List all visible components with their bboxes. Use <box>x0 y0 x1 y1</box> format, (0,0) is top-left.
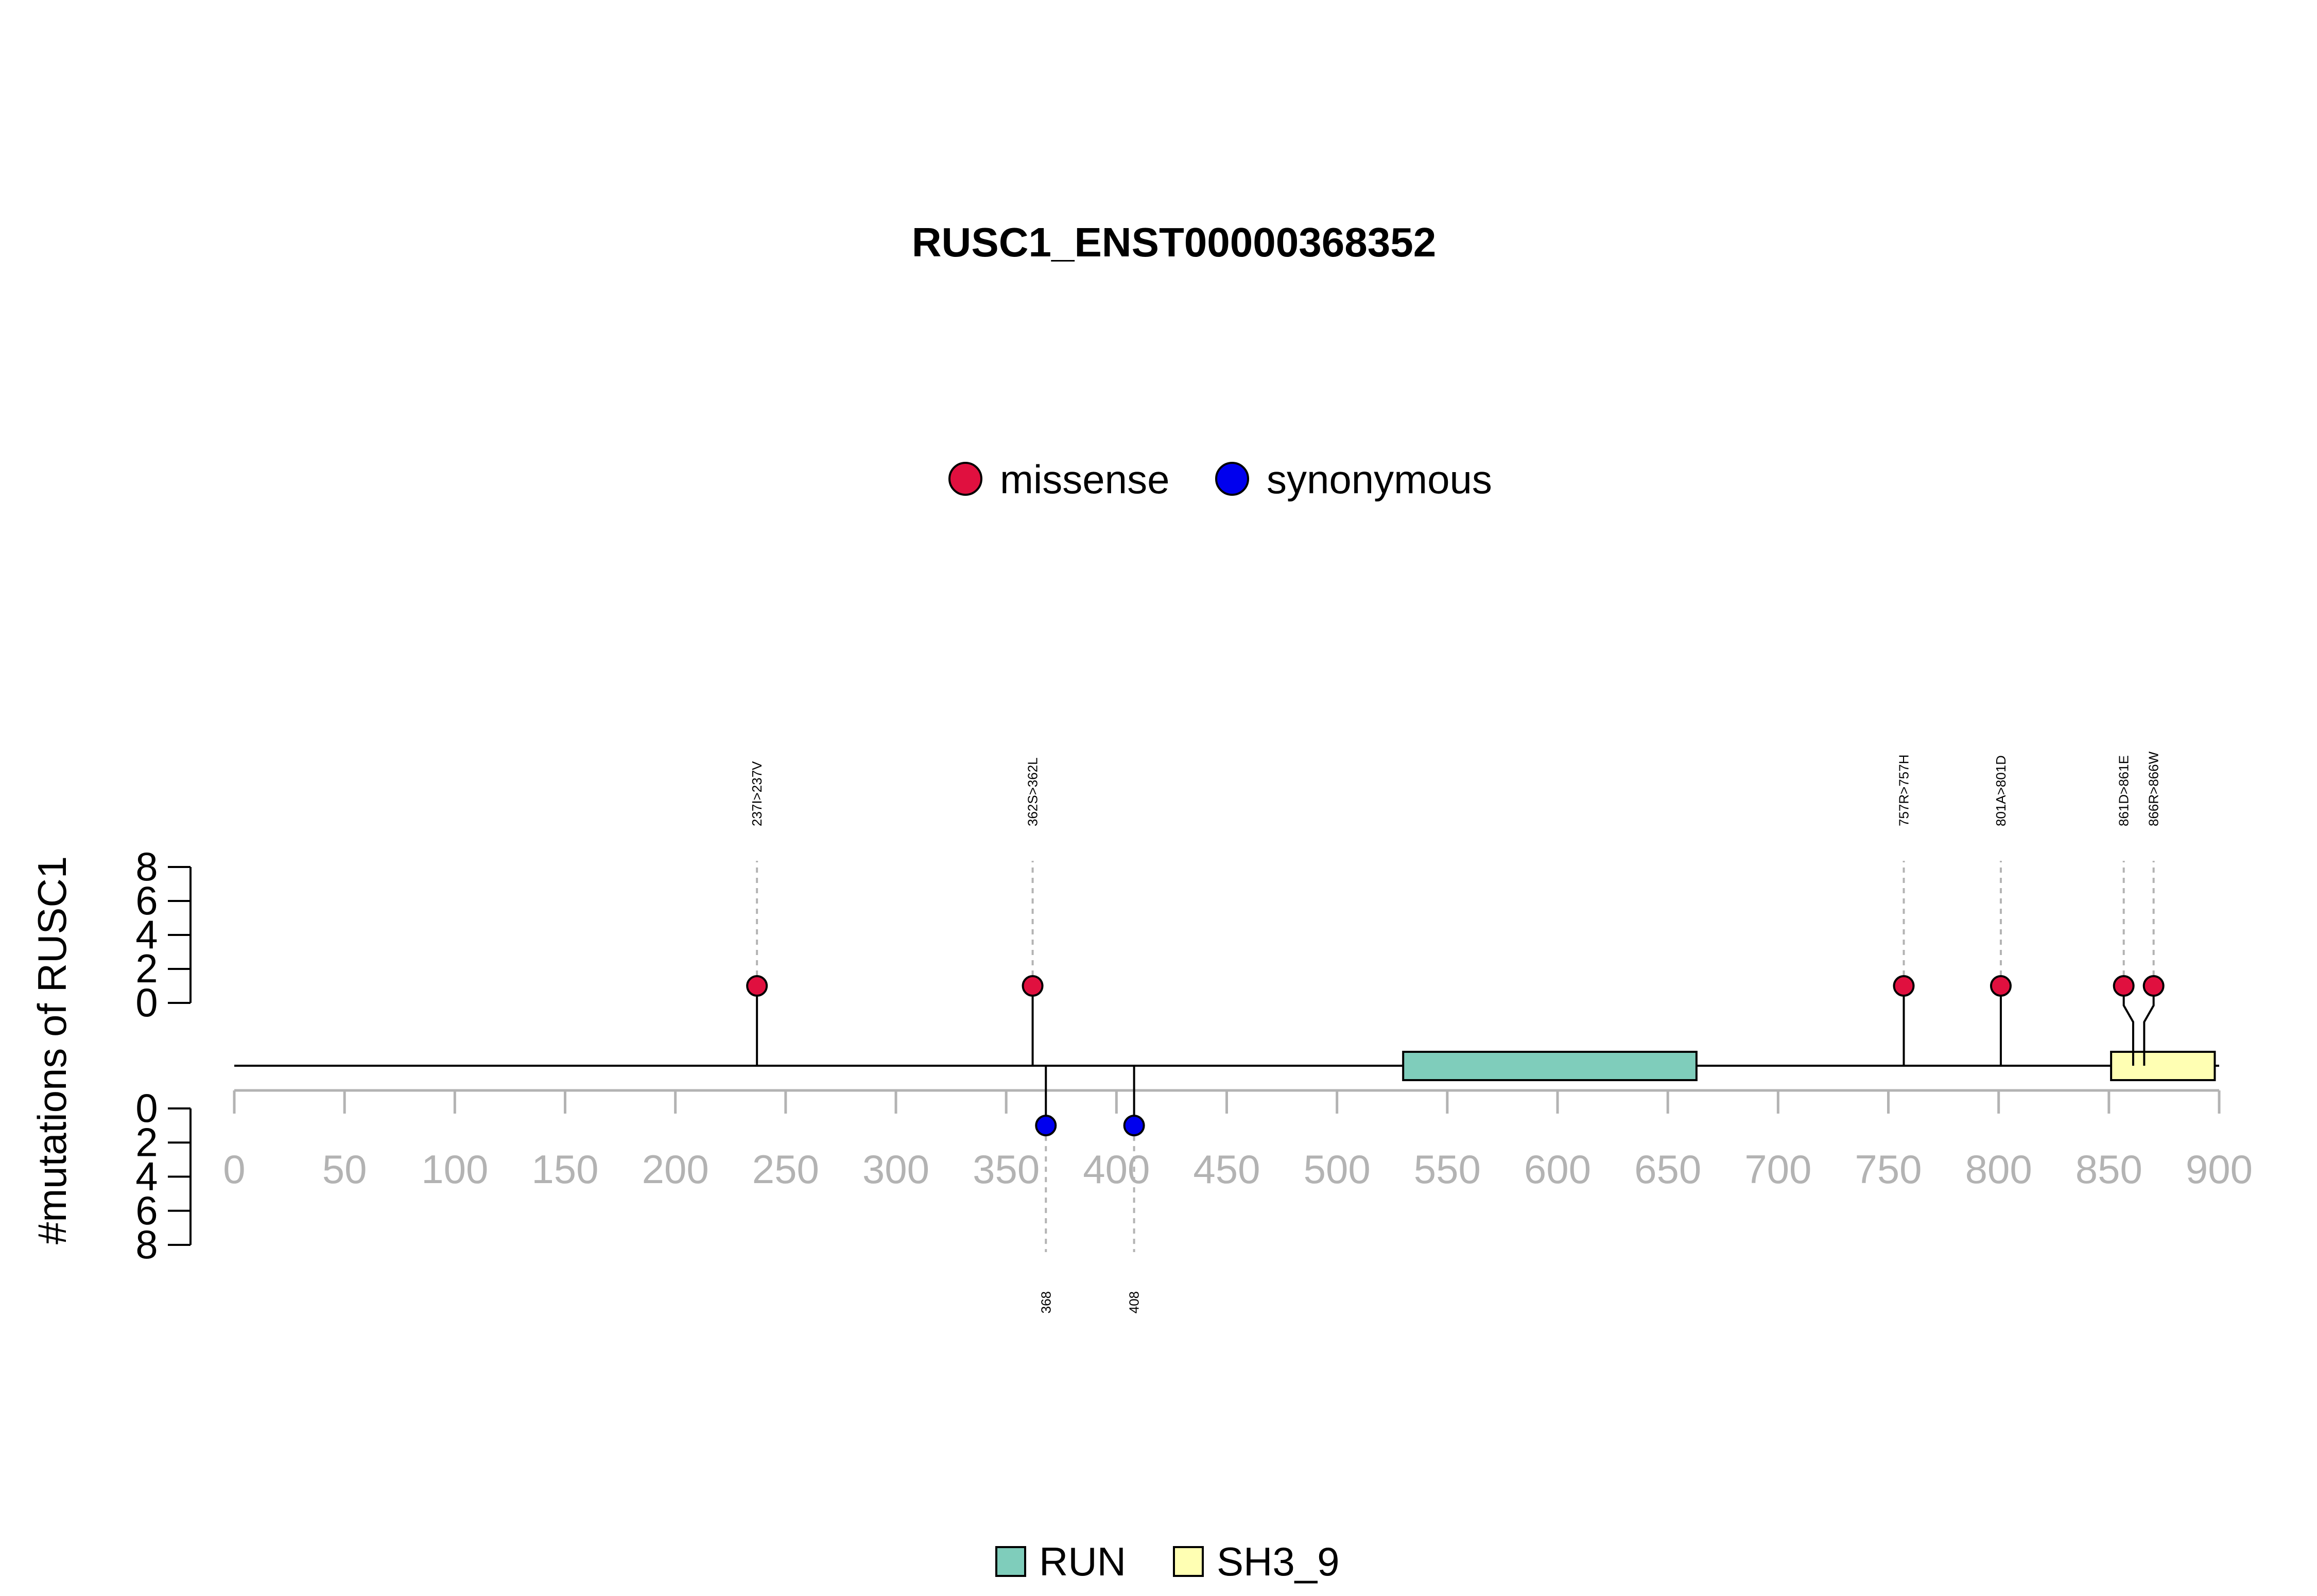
y-tick-label-upper-4: 4 <box>135 912 158 957</box>
x-axis: 0 50 100 150 200 250 300 350 400 450 500 550 600 650 7… <box>223 1089 2253 1192</box>
y-tick-label-upper-0: 0 <box>135 980 158 1025</box>
lollipop-down-368: 368 <box>1035 1066 1057 1313</box>
lollipop-861: 861D>861E <box>2113 755 2135 1066</box>
x-tick-label-850: 850 <box>2076 1147 2142 1192</box>
mutation-label-362: 362S>362L <box>1025 757 1041 826</box>
lollipop-head <box>1035 1115 1057 1137</box>
x-tick-label-450: 450 <box>1193 1147 1260 1192</box>
chart-title: RUSC1_ENST00000368352 <box>912 219 1436 265</box>
lollipop-757: 757R>757H <box>1893 755 1915 1066</box>
lollipop-head <box>2142 975 2165 997</box>
x-tick-label-750: 750 <box>1855 1147 1922 1192</box>
lollipop-head <box>746 975 768 997</box>
lollipop-head <box>2113 975 2135 997</box>
mutation-type-legend: missense synonymous <box>948 457 1492 502</box>
y-axis-label: #mutations of RUSC1 <box>29 856 75 1244</box>
domain-legend-label-run: RUN <box>1039 1539 1126 1584</box>
mutation-label-408: 408 <box>1127 1291 1142 1313</box>
y-tick-label-upper-6: 6 <box>135 878 158 923</box>
y-tick-label-lower-0: 0 <box>135 1085 158 1131</box>
x-tick-label-500: 500 <box>1304 1147 1371 1192</box>
x-tick-label-650: 650 <box>1634 1147 1701 1192</box>
legend-marker-synonymous <box>1215 462 1249 496</box>
x-tick-label-250: 250 <box>752 1147 819 1192</box>
legend-marker-missense <box>948 462 982 496</box>
y-tick-label-lower-8: 8 <box>135 1222 158 1267</box>
x-tick-label-600: 600 <box>1524 1147 1591 1192</box>
lollipop-head <box>1123 1115 1145 1137</box>
y-tick-label-upper-8: 8 <box>135 844 158 889</box>
lollipop-237: 237I>237V <box>746 761 768 1066</box>
x-tick-label-550: 550 <box>1414 1147 1481 1192</box>
domain-legend: RUN SH3_9 <box>995 1539 1340 1584</box>
domain-sh3_9 <box>2110 1051 2216 1081</box>
y-tick-label-lower-2: 2 <box>135 1119 158 1165</box>
legend-label-synonymous: synonymous <box>1267 457 1492 502</box>
domain-run <box>1402 1051 1698 1081</box>
x-tick-label-800: 800 <box>1965 1147 2032 1192</box>
domain-legend-label-sh3_9: SH3_9 <box>1217 1539 1340 1584</box>
mutation-label-757: 757R>757H <box>1896 755 1911 827</box>
mutation-label-237: 237I>237V <box>749 761 765 826</box>
domain-legend-swatch-sh3_9 <box>1173 1546 1204 1577</box>
x-tick-label-400: 400 <box>1083 1147 1150 1192</box>
lollipop-head <box>1022 975 1044 997</box>
x-tick-label-100: 100 <box>421 1147 488 1192</box>
domain-legend-swatch-run <box>995 1546 1026 1577</box>
domain-boxes <box>1402 1051 2216 1081</box>
y-tick-label-upper-2: 2 <box>135 946 158 991</box>
lollipops-lower: 368 408 <box>1035 1066 1145 1313</box>
x-tick-label-0: 0 <box>223 1147 245 1192</box>
x-tick-label-150: 150 <box>531 1147 598 1192</box>
mutation-label-801: 801A>801D <box>1993 755 2009 826</box>
y-tick-label-lower-4: 4 <box>135 1154 158 1199</box>
lollipop-head <box>1990 975 2012 997</box>
lollipop-down-408: 408 <box>1123 1066 1145 1313</box>
x-tick-label-700: 700 <box>1744 1147 1811 1192</box>
lollipop-801: 801A>801D <box>1990 755 2012 1066</box>
mutation-label-368: 368 <box>1038 1291 1053 1313</box>
lollipop-head <box>1893 975 1915 997</box>
mutation-label-861: 861D>861E <box>2116 755 2132 826</box>
y-tick-label-lower-6: 6 <box>135 1188 158 1233</box>
lollipop-866: 866R>866W <box>2142 751 2165 1066</box>
mutation-label-866: 866R>866W <box>2146 751 2162 826</box>
x-tick-label-350: 350 <box>973 1147 1040 1192</box>
lollipop-362: 362S>362L <box>1022 757 1044 1066</box>
x-tick-label-50: 50 <box>322 1147 367 1192</box>
legend-label-missense: missense <box>1000 457 1169 502</box>
x-tick-label-200: 200 <box>642 1147 709 1192</box>
x-tick-label-300: 300 <box>862 1147 929 1192</box>
x-tick-label-900: 900 <box>2186 1147 2253 1192</box>
lollipops-upper: 237I>237V 362S>362L 757R>757H 801A>801D 861D… <box>746 751 2165 1066</box>
